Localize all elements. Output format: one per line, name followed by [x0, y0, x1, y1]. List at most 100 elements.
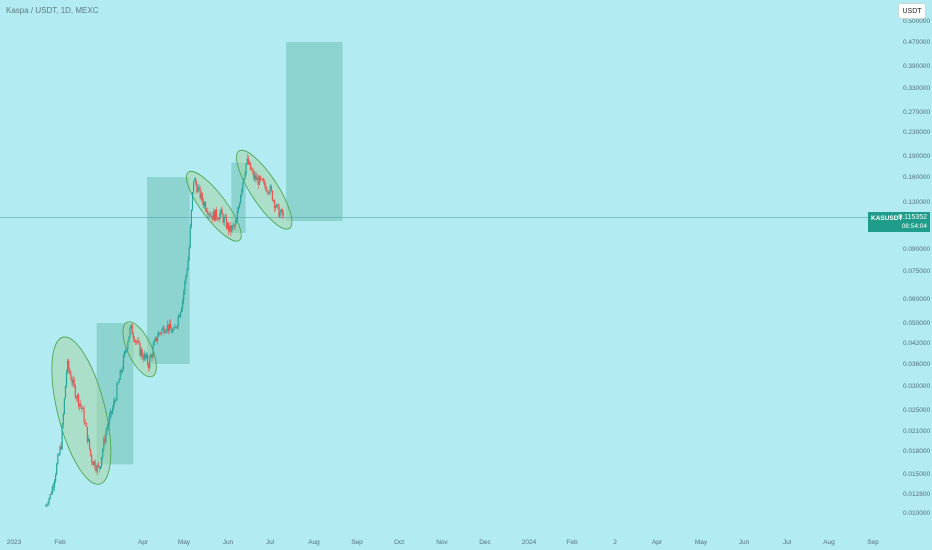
candle [110, 410, 113, 418]
candle [268, 191, 270, 196]
x-tick-label: Sep [867, 539, 879, 546]
x-tick-label: 2 [613, 539, 617, 546]
candle [45, 504, 47, 507]
candle [201, 191, 203, 205]
candle [119, 368, 121, 380]
candle [65, 369, 68, 389]
y-tick-label: 0.090000 [903, 246, 930, 253]
projection-box[interactable] [286, 42, 343, 222]
candle [229, 225, 231, 233]
candle [191, 192, 194, 212]
candle [185, 274, 187, 285]
candle [182, 298, 184, 312]
candle [73, 376, 75, 389]
candle [81, 405, 83, 413]
candle [176, 324, 178, 330]
candle [196, 180, 198, 194]
candle [97, 461, 99, 468]
candle [161, 328, 163, 336]
candle [209, 210, 211, 219]
candle [175, 326, 177, 329]
candle [206, 207, 208, 214]
candle [55, 472, 57, 484]
candle [179, 311, 182, 319]
candle [103, 436, 105, 452]
last-price-tag: KASUSDT 0.115352 08:54:04 [868, 212, 930, 232]
candle [235, 217, 237, 224]
candle [224, 213, 226, 219]
candle [90, 448, 92, 457]
candle [121, 365, 124, 374]
candle [223, 214, 225, 227]
y-tick-label: 0.160000 [903, 174, 930, 181]
candle [153, 339, 155, 347]
candle [275, 205, 277, 212]
candle [205, 200, 207, 212]
candle [183, 289, 185, 305]
candle [172, 328, 174, 334]
y-tick-label: 0.021000 [903, 428, 930, 435]
candle [220, 207, 222, 218]
candle [142, 352, 144, 363]
candle [276, 203, 278, 208]
candle [115, 398, 117, 403]
candle [194, 177, 196, 182]
candle [72, 375, 74, 388]
candle [105, 427, 107, 445]
x-tick-label: Apr [652, 539, 663, 546]
candle [246, 154, 248, 166]
candle [252, 167, 254, 176]
candle [113, 398, 115, 411]
candle [131, 323, 133, 335]
candle [104, 434, 106, 445]
candle [162, 325, 164, 330]
candle [243, 178, 245, 183]
candle [129, 325, 131, 339]
candle [107, 422, 109, 431]
projection-box[interactable] [147, 177, 190, 364]
candle [78, 393, 80, 409]
candle [75, 395, 78, 402]
x-tick-label: Aug [308, 539, 320, 546]
candle [184, 279, 186, 295]
candle [214, 209, 217, 221]
candle [207, 207, 209, 218]
x-tick-label: 2024 [522, 539, 537, 546]
candle [247, 155, 249, 165]
candle [217, 216, 219, 222]
x-tick-label: Sep [351, 539, 363, 546]
candle [128, 336, 130, 343]
y-tick-label: 0.015000 [903, 471, 930, 478]
candle [166, 320, 168, 334]
candle [83, 405, 85, 426]
candle [138, 337, 140, 345]
candle [213, 210, 215, 223]
candle [84, 418, 86, 424]
chart-title: Kaspa / USDT, 1D, MEXC [6, 6, 99, 15]
candle [109, 408, 111, 421]
currency-button[interactable]: USDT [898, 3, 926, 19]
candle [245, 162, 247, 177]
y-tick-label: 0.230000 [903, 129, 930, 136]
candle [258, 175, 260, 186]
candle [95, 465, 97, 474]
y-tick-label: 0.075000 [903, 268, 930, 275]
candle [57, 452, 59, 465]
candle [278, 203, 280, 218]
candle [173, 325, 175, 331]
candle [160, 332, 162, 336]
candle [74, 384, 76, 400]
candle [263, 177, 265, 185]
candle [137, 337, 139, 344]
y-tick-label: 0.030000 [903, 383, 930, 390]
candle [242, 181, 244, 193]
price-tag-symbol: KASUSDT [871, 215, 903, 222]
candle [143, 350, 145, 362]
candle [265, 182, 267, 192]
candle [49, 493, 51, 500]
x-tick-label: Dec [479, 539, 491, 546]
y-tick-label: 0.390000 [903, 63, 930, 70]
candle [157, 330, 160, 337]
